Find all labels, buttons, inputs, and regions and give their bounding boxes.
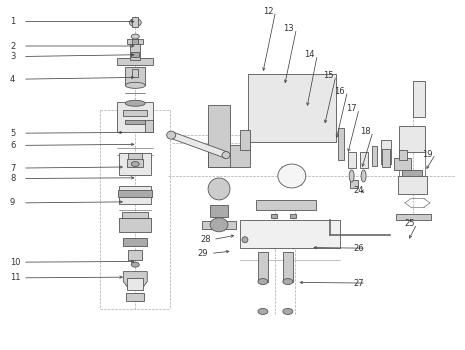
Ellipse shape [126, 100, 145, 106]
Text: 29: 29 [198, 249, 208, 258]
Bar [359, 152, 368, 168]
Text: 6: 6 [10, 141, 15, 150]
Bar [127, 38, 143, 43]
Text: 19: 19 [423, 149, 433, 159]
Bar [240, 130, 250, 150]
Bar [117, 102, 153, 132]
Text: 24: 24 [353, 186, 364, 195]
Text: 17: 17 [346, 104, 357, 113]
Ellipse shape [222, 152, 230, 159]
Text: 3: 3 [10, 52, 15, 61]
Ellipse shape [242, 237, 248, 243]
Text: 25: 25 [404, 219, 414, 228]
Bar [403, 170, 422, 182]
Bar [398, 176, 427, 194]
Text: 14: 14 [305, 50, 315, 59]
Bar [399, 150, 407, 160]
Ellipse shape [166, 131, 176, 139]
Bar [350, 180, 358, 188]
Bar [393, 158, 412, 170]
Text: 2: 2 [10, 42, 15, 50]
Text: 9: 9 [10, 198, 15, 208]
Bar [117, 58, 153, 65]
Ellipse shape [126, 82, 145, 88]
Bar [208, 105, 230, 167]
Bar [382, 149, 390, 167]
Ellipse shape [210, 218, 228, 232]
Bar [210, 205, 228, 217]
Bar [130, 43, 140, 61]
Bar [271, 214, 277, 218]
Text: 16: 16 [334, 87, 345, 96]
Ellipse shape [278, 164, 306, 188]
Ellipse shape [131, 34, 140, 39]
Bar [127, 278, 143, 289]
Bar [133, 69, 138, 77]
Bar [126, 120, 145, 124]
Bar [256, 200, 316, 210]
Ellipse shape [283, 308, 293, 314]
Bar [128, 153, 142, 160]
Bar [338, 128, 344, 160]
Text: 7: 7 [10, 163, 15, 173]
Bar [131, 52, 140, 57]
Bar [122, 212, 148, 222]
Ellipse shape [283, 279, 293, 285]
Text: 10: 10 [10, 258, 20, 267]
Bar [120, 218, 151, 232]
Bar [118, 190, 152, 197]
Bar [380, 140, 391, 164]
Bar [240, 220, 339, 248]
Text: 15: 15 [323, 71, 333, 80]
Bar [372, 146, 377, 166]
Bar [133, 17, 138, 27]
Bar [123, 110, 147, 116]
Bar [126, 293, 144, 301]
Bar [120, 153, 151, 175]
Ellipse shape [361, 170, 366, 182]
Text: 27: 27 [353, 279, 364, 288]
Bar [396, 214, 432, 220]
Text: 4: 4 [10, 75, 15, 84]
Bar [128, 250, 142, 260]
Ellipse shape [258, 308, 268, 314]
Ellipse shape [208, 178, 230, 200]
Bar [258, 252, 268, 282]
Text: 5: 5 [10, 129, 15, 138]
Ellipse shape [131, 162, 140, 167]
Text: 8: 8 [10, 174, 15, 183]
Bar [202, 221, 236, 229]
Bar [120, 186, 151, 204]
Bar [123, 238, 147, 246]
Text: 26: 26 [353, 244, 364, 253]
Bar [145, 120, 153, 132]
Polygon shape [123, 272, 147, 289]
Bar [283, 252, 293, 282]
Bar [248, 75, 336, 142]
Bar [399, 126, 425, 152]
Bar [253, 126, 321, 134]
Text: 1: 1 [10, 17, 15, 26]
Ellipse shape [131, 262, 140, 267]
Ellipse shape [349, 170, 354, 182]
Bar [290, 214, 296, 218]
Text: 28: 28 [200, 235, 211, 244]
Text: 12: 12 [263, 7, 273, 16]
Bar [348, 152, 356, 168]
Bar [413, 81, 425, 117]
Ellipse shape [129, 19, 141, 27]
Text: 13: 13 [284, 24, 294, 33]
Text: 18: 18 [360, 127, 371, 136]
Ellipse shape [258, 279, 268, 285]
Text: 11: 11 [10, 273, 20, 282]
Bar [126, 68, 145, 85]
Polygon shape [170, 132, 228, 158]
Bar [208, 145, 250, 167]
Bar [133, 38, 138, 49]
Bar [127, 159, 143, 167]
